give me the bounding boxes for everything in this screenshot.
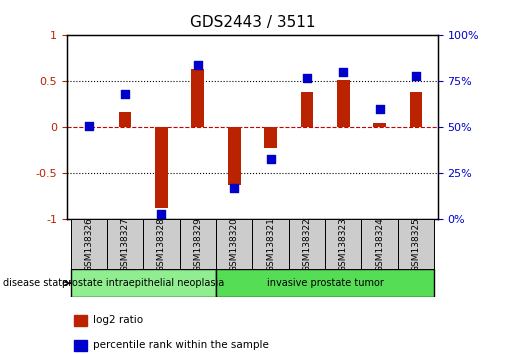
Bar (192, 69, 204, 127)
Bar (373, 123, 386, 127)
FancyBboxPatch shape (107, 219, 143, 269)
Bar (74, 339, 88, 350)
Point (230, 185, 238, 191)
Text: invasive prostate tumor: invasive prostate tumor (267, 278, 384, 288)
Point (303, 75, 311, 81)
Text: GSM138323: GSM138323 (339, 217, 348, 272)
Point (266, 156, 274, 161)
FancyBboxPatch shape (143, 219, 180, 269)
Bar (264, 127, 277, 148)
Bar (409, 92, 422, 127)
Point (84, 123, 93, 129)
Text: GSM138329: GSM138329 (193, 217, 202, 272)
FancyBboxPatch shape (252, 219, 289, 269)
FancyBboxPatch shape (398, 219, 434, 269)
FancyBboxPatch shape (362, 219, 398, 269)
Text: GSM138324: GSM138324 (375, 217, 384, 272)
Text: GSM138326: GSM138326 (84, 217, 93, 272)
Text: GSM138320: GSM138320 (230, 217, 238, 272)
FancyBboxPatch shape (216, 269, 434, 297)
Point (375, 106, 384, 112)
Bar (74, 315, 88, 326)
FancyBboxPatch shape (71, 219, 107, 269)
Text: GSM138325: GSM138325 (411, 217, 420, 272)
Text: disease state: disease state (3, 278, 71, 288)
Bar (228, 127, 241, 184)
Point (412, 73, 420, 79)
Text: percentile rank within the sample: percentile rank within the sample (93, 340, 269, 350)
Text: GSM138327: GSM138327 (121, 217, 130, 272)
Bar (337, 80, 350, 127)
Bar (155, 127, 168, 209)
Text: GSM138321: GSM138321 (266, 217, 275, 272)
FancyBboxPatch shape (180, 219, 216, 269)
Text: log2 ratio: log2 ratio (93, 315, 143, 325)
FancyBboxPatch shape (71, 269, 216, 297)
Point (194, 62, 202, 68)
FancyBboxPatch shape (325, 219, 362, 269)
Title: GDS2443 / 3511: GDS2443 / 3511 (190, 15, 315, 30)
Point (121, 91, 129, 97)
Bar (301, 92, 313, 127)
Text: GSM138322: GSM138322 (302, 217, 312, 272)
FancyBboxPatch shape (289, 219, 325, 269)
Text: GSM138328: GSM138328 (157, 217, 166, 272)
Text: prostate intraepithelial neoplasia: prostate intraepithelial neoplasia (62, 278, 225, 288)
Point (339, 69, 347, 75)
FancyBboxPatch shape (216, 219, 252, 269)
Point (158, 211, 166, 217)
Bar (119, 112, 131, 127)
